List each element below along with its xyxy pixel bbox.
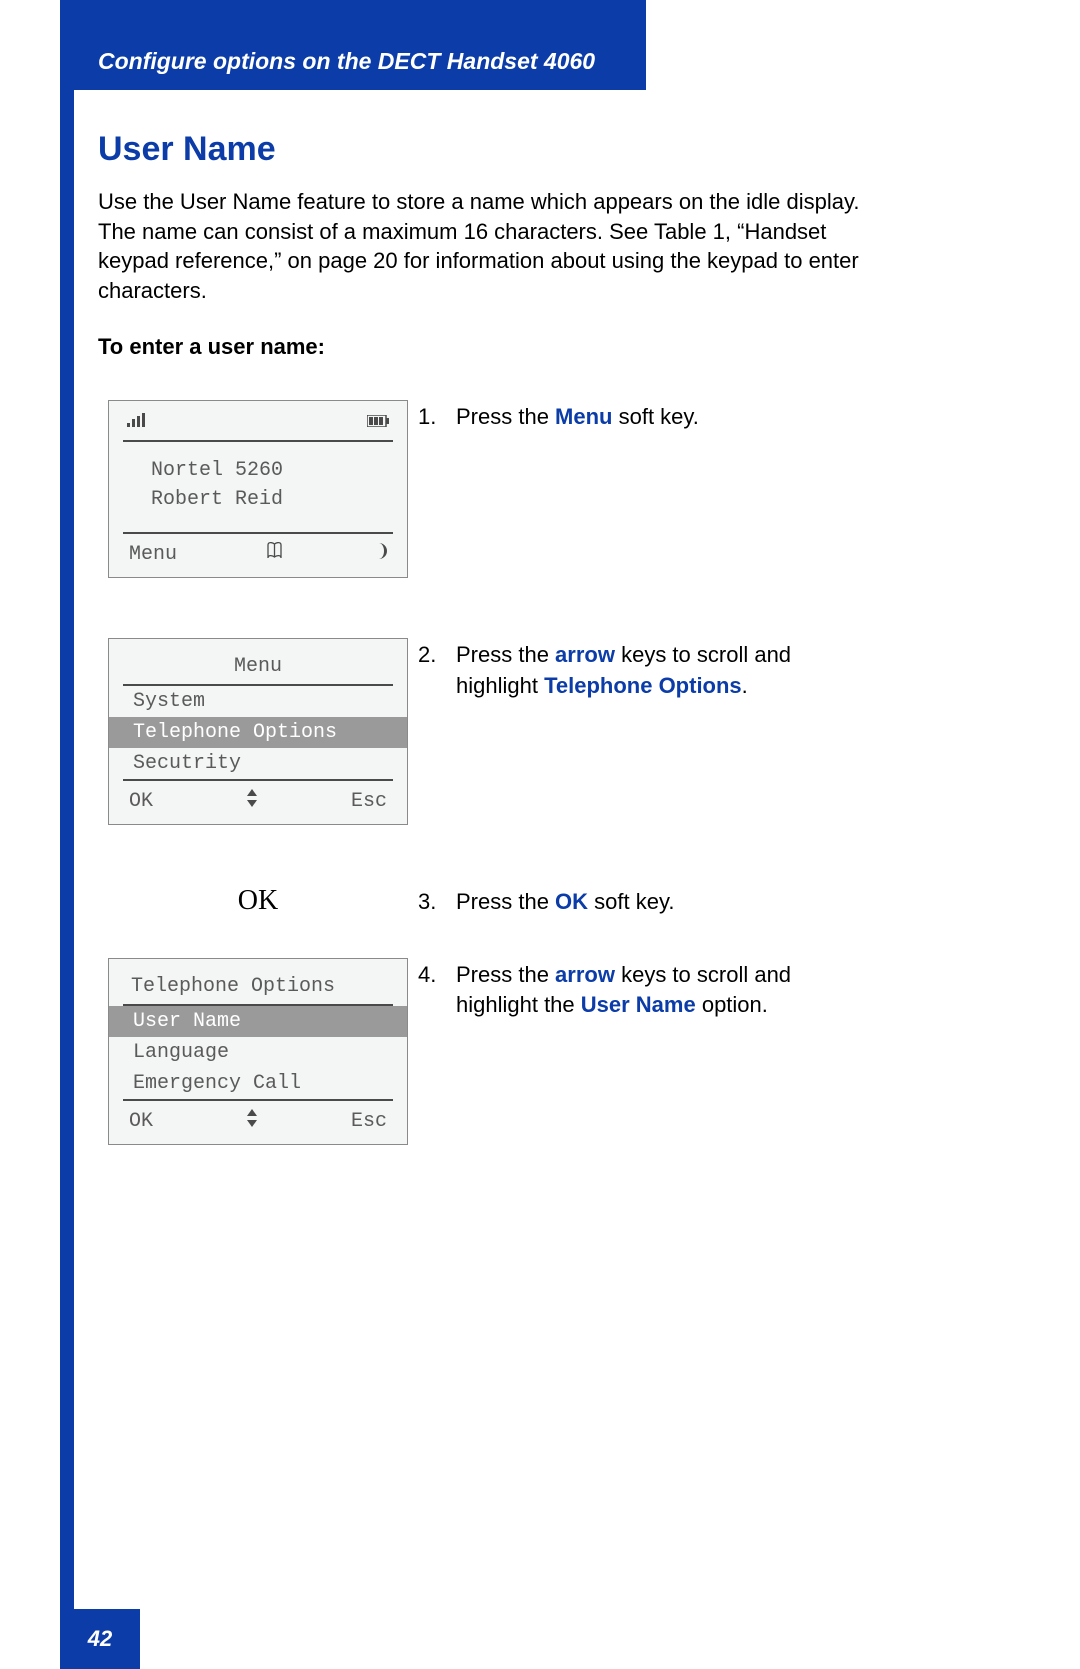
step-number: 2. bbox=[418, 640, 456, 702]
step-number: 1. bbox=[418, 402, 456, 433]
instruction: 2. Press the arrow keys to scroll and hi… bbox=[418, 638, 878, 702]
intro-paragraph: Use the User Name feature to store a nam… bbox=[98, 187, 878, 306]
screen-submenu: Telephone Options User Name Language Eme… bbox=[98, 958, 418, 1145]
lcd-softkeys: OK Esc bbox=[123, 1101, 393, 1136]
moon-icon[interactable] bbox=[371, 543, 387, 566]
step-1: Nortel 5260 Robert Reid Menu bbox=[98, 400, 878, 578]
screen-idle: Nortel 5260 Robert Reid Menu bbox=[98, 400, 418, 578]
softkey-left[interactable]: OK bbox=[129, 790, 153, 813]
screen-menu: Menu System Telephone Options Secutrity … bbox=[98, 638, 418, 825]
chapter-title: Configure options on the DECT Handset 40… bbox=[98, 48, 595, 74]
page-number: 42 bbox=[88, 1626, 112, 1652]
lcd-line2: Robert Reid bbox=[151, 485, 387, 514]
keyword: OK bbox=[555, 889, 588, 914]
book-icon[interactable] bbox=[267, 542, 282, 567]
keyword: arrow bbox=[555, 642, 615, 667]
softkey-right[interactable]: Esc bbox=[351, 790, 387, 813]
step-3: OK 3. Press the OK soft key. bbox=[98, 885, 878, 918]
ok-label-col: OK bbox=[98, 885, 418, 917]
chapter-header: Configure options on the DECT Handset 40… bbox=[60, 0, 646, 90]
step-number: 4. bbox=[418, 960, 456, 1022]
lcd-topbar bbox=[123, 411, 393, 440]
ok-label: OK bbox=[108, 885, 408, 917]
battery-icon bbox=[367, 411, 389, 434]
step-4: Telephone Options User Name Language Eme… bbox=[98, 958, 878, 1145]
menu-item-security[interactable]: Secutrity bbox=[123, 748, 393, 779]
instruction-text: Press the arrow keys to scroll and highl… bbox=[456, 640, 878, 702]
page-heading: User Name bbox=[98, 130, 878, 169]
lcd-submenu: Telephone Options User Name Language Eme… bbox=[108, 958, 408, 1145]
procedure-heading: To enter a user name: bbox=[98, 334, 878, 360]
lcd-title: Telephone Options bbox=[123, 969, 393, 1004]
lcd-body: Nortel 5260 Robert Reid bbox=[123, 442, 393, 532]
keyword: arrow bbox=[555, 962, 615, 987]
step-number: 3. bbox=[418, 887, 456, 918]
lcd-title: Menu bbox=[123, 649, 393, 684]
updown-icon[interactable] bbox=[246, 1109, 258, 1134]
softkey-right[interactable]: Esc bbox=[351, 1110, 387, 1133]
lcd-line1: Nortel 5260 bbox=[151, 456, 387, 485]
softkey-left[interactable]: OK bbox=[129, 1110, 153, 1133]
side-strip bbox=[60, 0, 74, 1669]
lcd-softkeys: OK Esc bbox=[123, 781, 393, 816]
menu-item-emergency-call[interactable]: Emergency Call bbox=[123, 1068, 393, 1099]
menu-item-telephone-options[interactable]: Telephone Options bbox=[109, 717, 407, 748]
menu-item-system[interactable]: System bbox=[123, 686, 393, 717]
menu-item-user-name[interactable]: User Name bbox=[109, 1006, 407, 1037]
signal-icon bbox=[127, 411, 145, 434]
keyword: User Name bbox=[581, 992, 696, 1017]
lcd-idle: Nortel 5260 Robert Reid Menu bbox=[108, 400, 408, 578]
instruction: 1. Press the Menu soft key. bbox=[418, 400, 878, 433]
instruction-text: Press the OK soft key. bbox=[456, 887, 878, 918]
instruction: 3. Press the OK soft key. bbox=[418, 885, 878, 918]
step-2: Menu System Telephone Options Secutrity … bbox=[98, 638, 878, 825]
menu-item-language[interactable]: Language bbox=[123, 1037, 393, 1068]
softkey-left[interactable]: Menu bbox=[129, 543, 177, 566]
keyword: Menu bbox=[555, 404, 612, 429]
updown-icon[interactable] bbox=[246, 789, 258, 814]
instruction-text: Press the Menu soft key. bbox=[456, 402, 878, 433]
page-number-box: 42 bbox=[60, 1609, 140, 1669]
instruction-text: Press the arrow keys to scroll and highl… bbox=[456, 960, 878, 1022]
lcd-softkeys: Menu bbox=[123, 534, 393, 569]
keyword: Telephone Options bbox=[544, 673, 742, 698]
page-content: User Name Use the User Name feature to s… bbox=[98, 130, 878, 1205]
instruction: 4. Press the arrow keys to scroll and hi… bbox=[418, 958, 878, 1022]
lcd-menu: Menu System Telephone Options Secutrity … bbox=[108, 638, 408, 825]
